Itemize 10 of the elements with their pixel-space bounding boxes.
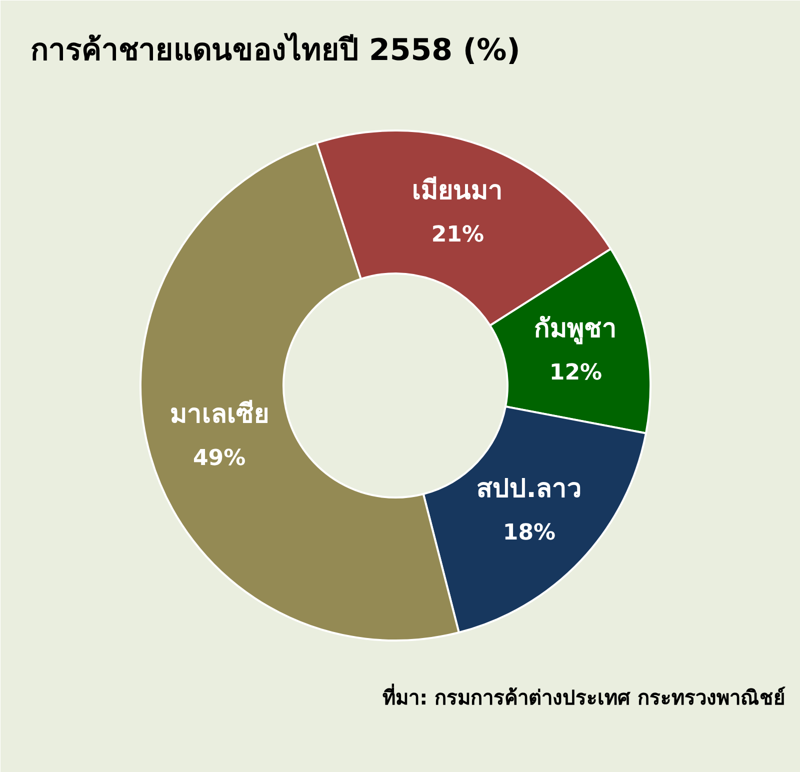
slice-label: เมียนมา [412, 176, 504, 206]
slice-label: สปป.ลาว [476, 474, 582, 504]
chart-title: การค้าชายแดนของไทยปี 2558 (%) [30, 32, 520, 68]
slice-label: มาเลเซีย [170, 400, 269, 430]
data-label: 49% [192, 446, 246, 472]
data-label: 18% [502, 520, 556, 546]
data-label: 21% [431, 222, 484, 248]
slice-label: กัมพูชา [534, 314, 618, 346]
text: ที่มา: กรมการค้าต่างประเทศ กระทรวงพาณิชย์ [382, 682, 786, 710]
data-label: 12% [549, 360, 602, 386]
